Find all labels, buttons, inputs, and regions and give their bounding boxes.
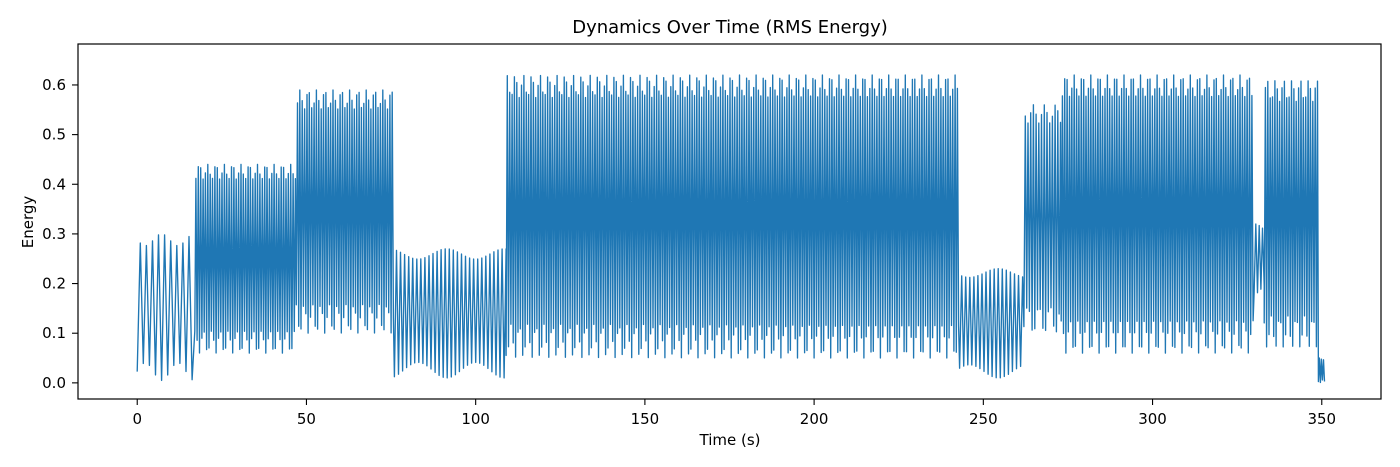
y-tick-label: 0.6 (42, 76, 66, 94)
y-tick-label: 0.5 (42, 126, 66, 144)
series-line (136, 74, 1326, 384)
x-tick-label: 150 (631, 410, 660, 428)
y-tick-label: 0.0 (42, 374, 66, 392)
x-tick-label: 100 (461, 410, 490, 428)
y-axis-ticks: 0.0 0.1 0.2 0.3 0.4 0.5 0.6 (42, 76, 78, 392)
x-tick-label: 0 (132, 410, 142, 428)
y-tick-label: 0.1 (42, 324, 66, 342)
y-tick-label: 0.3 (42, 225, 66, 243)
y-tick-label: 0.4 (42, 175, 66, 193)
y-tick-label: 0.2 (42, 275, 66, 293)
series-layer (136, 74, 1326, 384)
y-axis-label: Energy (19, 196, 37, 249)
x-axis-ticks: 0 50 100 150 200 250 300 350 (132, 399, 1336, 428)
x-tick-label: 50 (297, 410, 316, 428)
plot-frame (77, 43, 1382, 400)
x-tick-label: 300 (1138, 410, 1167, 428)
x-tick-label: 350 (1307, 410, 1336, 428)
x-tick-label: 250 (969, 410, 998, 428)
x-axis-label: Time (s) (699, 431, 761, 449)
chart-title: Dynamics Over Time (RMS Energy) (572, 17, 888, 38)
x-tick-label: 200 (800, 410, 829, 428)
